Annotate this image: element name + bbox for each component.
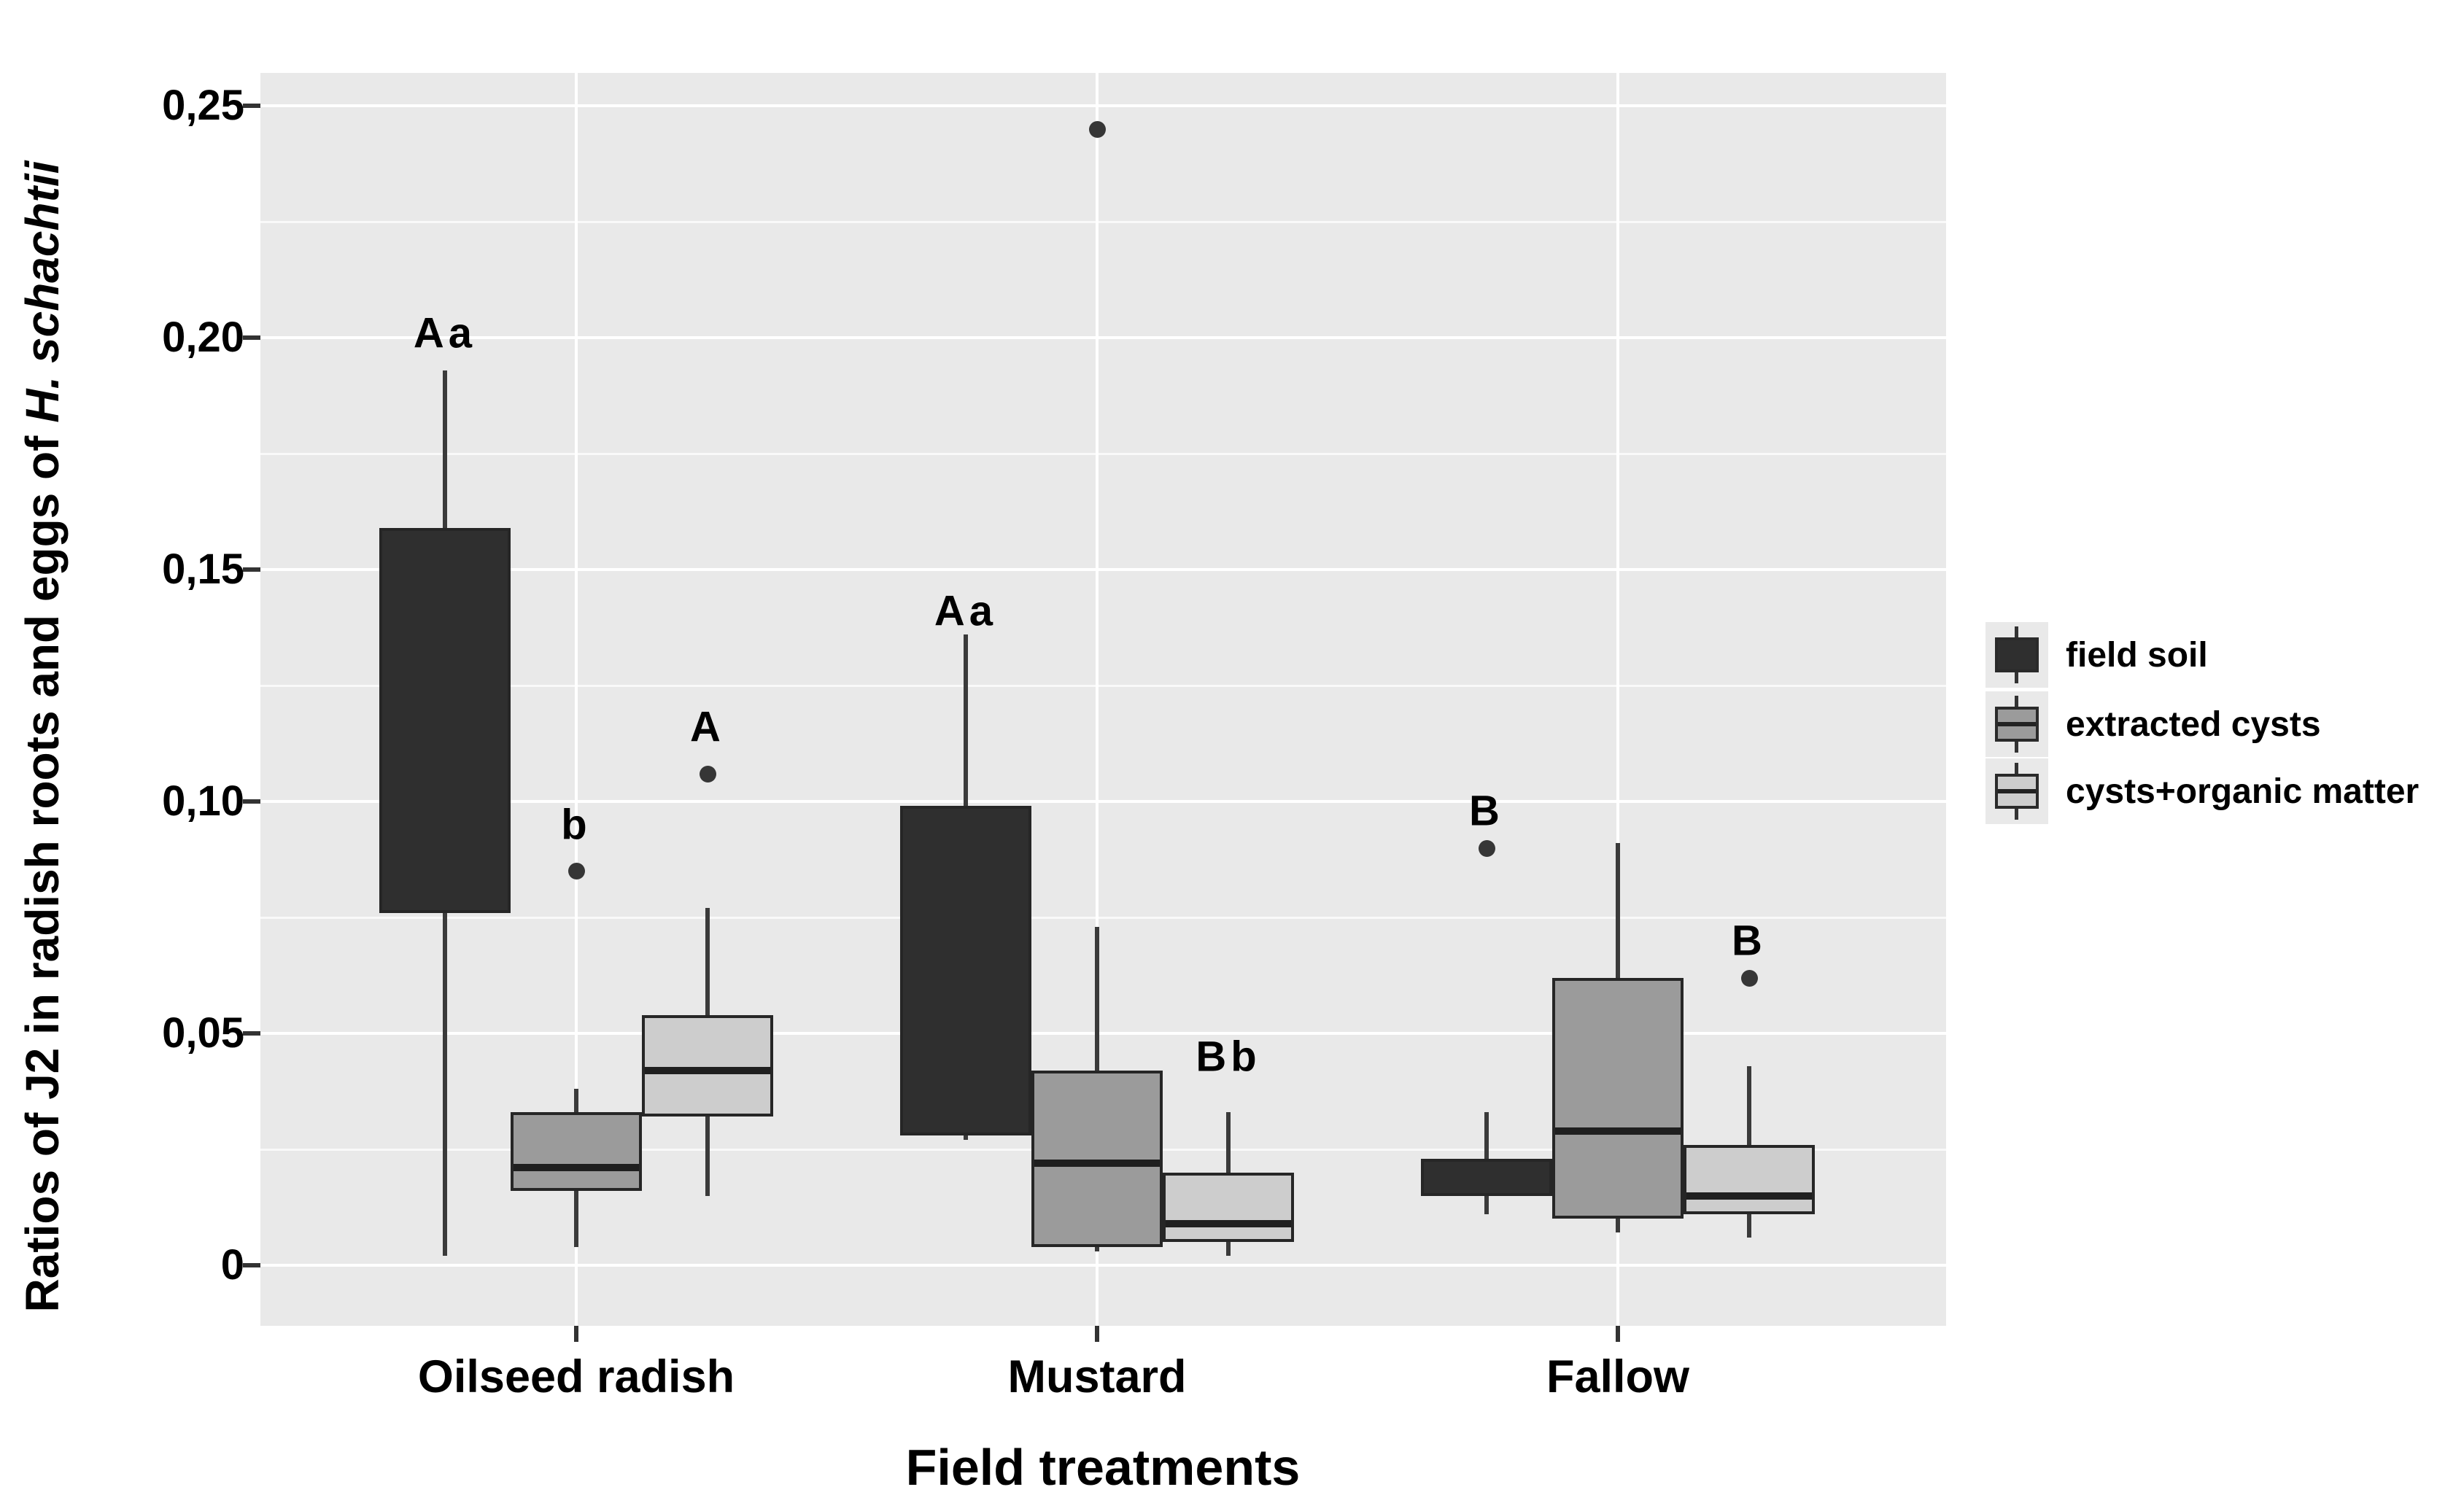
y-tick-label: 0,25 bbox=[162, 82, 244, 129]
outlier-dot-cysts-organic-matter bbox=[700, 765, 716, 783]
x-tick-mark bbox=[1616, 1326, 1620, 1342]
gridline-major bbox=[260, 568, 1946, 571]
y-tick-label: 0,20 bbox=[162, 314, 244, 361]
median-line-extracted-cysts bbox=[1034, 1160, 1160, 1168]
whisker-upper-field-soil bbox=[964, 634, 968, 807]
legend-key-boxplot-icon bbox=[1985, 622, 2048, 688]
y-tick-label: 0,10 bbox=[162, 777, 244, 825]
y-tick-mark bbox=[243, 335, 260, 340]
gridline-major bbox=[260, 800, 1946, 803]
gridline-vertical bbox=[1096, 73, 1099, 1326]
gridline-minor bbox=[260, 453, 1946, 455]
whisker-upper-cysts-organic-matter bbox=[1747, 1065, 1751, 1145]
gridline-vertical bbox=[1616, 73, 1619, 1326]
outlier-dot-field-soil bbox=[1479, 839, 1495, 857]
whisker-upper-extracted-cysts bbox=[1095, 926, 1099, 1071]
x-axis-title: Field treatments bbox=[905, 1439, 1301, 1495]
box-cysts-organic-matter bbox=[1684, 1144, 1815, 1215]
legend-entry-cysts-organic-matter: cysts+organic matter bbox=[1985, 758, 2419, 824]
median-line-cysts-organic-matter bbox=[645, 1066, 770, 1074]
x-category-label: Mustard bbox=[1007, 1351, 1187, 1402]
box-extracted-cysts bbox=[1552, 977, 1684, 1219]
y-tick-mark bbox=[243, 1263, 260, 1267]
significance-label: Aa bbox=[413, 309, 477, 357]
legend-key-median bbox=[1998, 722, 2036, 726]
significance-label: A bbox=[690, 703, 725, 751]
gridline-major bbox=[260, 1264, 1946, 1267]
whisker-lower-field-soil bbox=[1484, 1195, 1489, 1215]
whisker-upper-extracted-cysts bbox=[574, 1089, 578, 1113]
box-cysts-organic-matter bbox=[642, 1014, 773, 1117]
gridline-vertical bbox=[575, 73, 578, 1326]
significance-label: Bb bbox=[1196, 1033, 1261, 1081]
whisker-lower-cysts-organic-matter bbox=[1226, 1242, 1231, 1257]
whisker-lower-field-soil bbox=[443, 912, 447, 1257]
gridline-major bbox=[260, 104, 1946, 107]
legend-label: extracted cysts bbox=[2066, 704, 2321, 744]
legend-key-boxplot-icon bbox=[1985, 758, 2048, 824]
box-field-soil bbox=[900, 806, 1031, 1135]
box-extracted-cysts bbox=[1031, 1070, 1163, 1247]
y-tick-label: 0 bbox=[220, 1241, 244, 1289]
x-tick-mark bbox=[574, 1326, 578, 1342]
whisker-upper-cysts-organic-matter bbox=[705, 908, 710, 1015]
y-axis-title-text: Ratios of J2 in radish roots and eggs of bbox=[16, 422, 69, 1313]
legend-label: cysts+organic matter bbox=[2066, 772, 2420, 811]
gridline-major bbox=[260, 1032, 1946, 1035]
median-line-extracted-cysts bbox=[514, 1164, 639, 1172]
x-category-label: Oilseed radish bbox=[417, 1351, 735, 1402]
significance-label: B bbox=[1469, 787, 1504, 835]
y-tick-label: 0,05 bbox=[162, 1009, 244, 1057]
y-tick-mark bbox=[243, 1031, 260, 1036]
box-field-soil bbox=[1421, 1158, 1552, 1196]
legend-key-box bbox=[1995, 774, 2039, 809]
y-tick-mark bbox=[243, 104, 260, 108]
whisker-lower-cysts-organic-matter bbox=[1747, 1214, 1751, 1238]
legend-key-median bbox=[1998, 789, 2036, 793]
outlier-dot-cysts-organic-matter bbox=[1741, 969, 1758, 987]
whisker-lower-extracted-cysts bbox=[1616, 1219, 1620, 1233]
whisker-upper-field-soil bbox=[1484, 1112, 1489, 1159]
box-cysts-organic-matter bbox=[1163, 1172, 1294, 1243]
x-tick-mark bbox=[1095, 1326, 1099, 1342]
outlier-dot-extracted-cysts bbox=[568, 863, 585, 880]
y-tick-label: 0,15 bbox=[162, 545, 244, 593]
box-extracted-cysts bbox=[511, 1112, 642, 1192]
legend-entry-field-soil: field soil bbox=[1985, 622, 2208, 688]
gridline-minor bbox=[260, 917, 1946, 919]
legend-key-box bbox=[1995, 707, 2039, 742]
legend-label: field soil bbox=[2066, 635, 2208, 675]
gridline-major bbox=[260, 336, 1946, 339]
whisker-upper-extracted-cysts bbox=[1616, 843, 1620, 978]
x-category-label: Fallow bbox=[1546, 1351, 1690, 1402]
median-line-extracted-cysts bbox=[1555, 1127, 1681, 1135]
box-field-soil bbox=[379, 527, 511, 913]
legend-key-box bbox=[1995, 637, 2039, 672]
significance-label: Aa bbox=[934, 587, 998, 635]
whisker-lower-extracted-cysts bbox=[1095, 1246, 1099, 1251]
median-line-cysts-organic-matter bbox=[1166, 1219, 1291, 1227]
median-line-cysts-organic-matter bbox=[1686, 1192, 1812, 1200]
whisker-upper-field-soil bbox=[443, 370, 447, 528]
gridline-minor bbox=[260, 221, 1946, 223]
outlier-dot-extracted-cysts bbox=[1089, 120, 1106, 138]
legend-entry-extracted-cysts: extracted cysts bbox=[1985, 691, 2321, 757]
gridline-minor bbox=[260, 685, 1946, 687]
y-tick-mark bbox=[243, 567, 260, 572]
y-axis-title-species: H. schachtii bbox=[16, 160, 69, 423]
legend: field soil extracted cysts cysts+organic… bbox=[1985, 0, 2460, 1495]
whisker-lower-extracted-cysts bbox=[574, 1191, 578, 1247]
significance-label: B bbox=[1732, 917, 1767, 965]
y-tick-mark bbox=[243, 799, 260, 804]
whisker-lower-cysts-organic-matter bbox=[705, 1117, 710, 1196]
y-axis-title: Ratios of J2 in radish roots and eggs of… bbox=[15, 161, 69, 1313]
whisker-lower-field-soil bbox=[964, 1135, 968, 1141]
legend-key-boxplot-icon bbox=[1985, 691, 2048, 757]
whisker-upper-cysts-organic-matter bbox=[1226, 1112, 1231, 1173]
significance-label: b bbox=[561, 801, 592, 849]
